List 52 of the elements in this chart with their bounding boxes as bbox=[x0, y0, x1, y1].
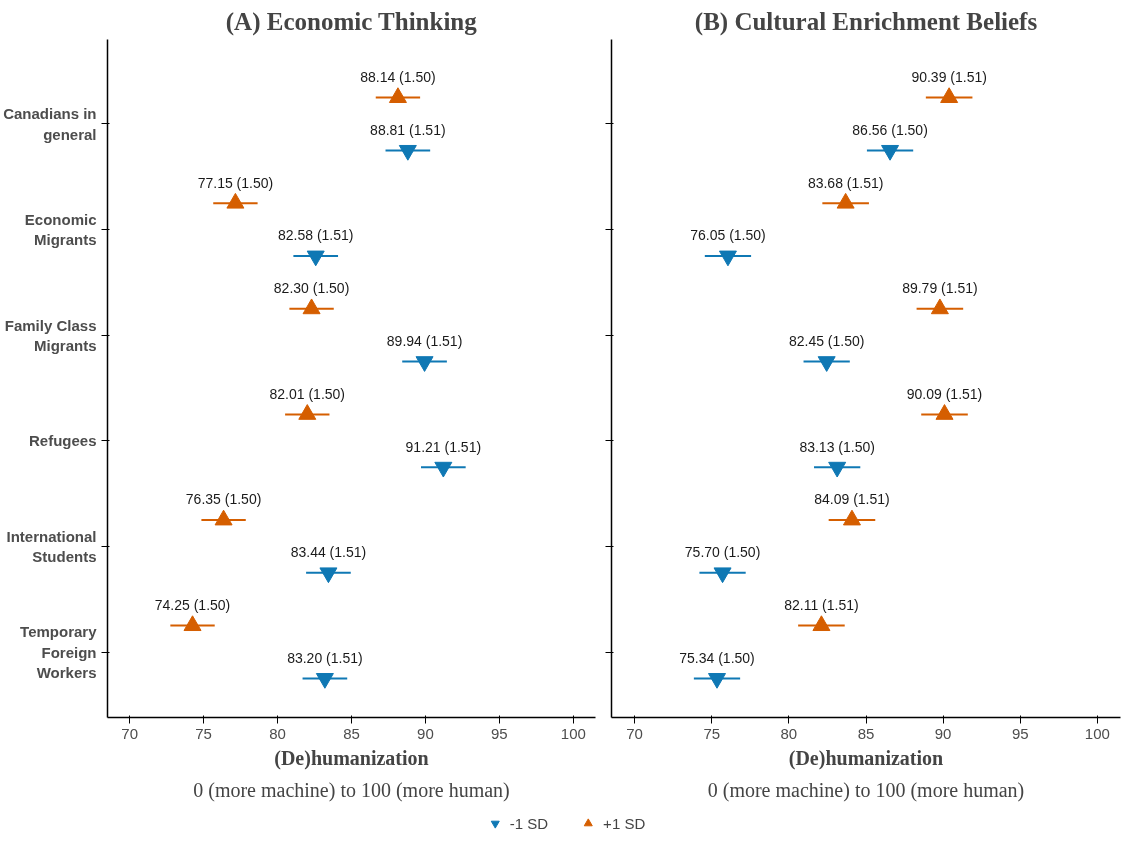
y-tick-label: Family Class Migrants bbox=[4, 316, 97, 354]
data-label: 91.21 (1.51) bbox=[405, 438, 482, 455]
x-tick-label: 90 bbox=[417, 724, 434, 742]
x-tick-label: 70 bbox=[121, 724, 139, 742]
data-label: 83.13 (1.50) bbox=[799, 438, 875, 455]
y-tick-label: Refugees bbox=[28, 432, 97, 450]
x-tick-label: 95 bbox=[1011, 724, 1029, 742]
x-tick-label: 80 bbox=[780, 724, 798, 742]
x-tick-label: 75 bbox=[703, 724, 721, 742]
legend-label: +1 SD bbox=[603, 814, 646, 832]
chart-title: (B) Cultural Enrichment Beliefs bbox=[694, 7, 1038, 36]
data-label: 82.11 (1.51) bbox=[784, 596, 859, 613]
data-label: 88.14 (1.50) bbox=[360, 68, 436, 85]
x-tick-label: 80 bbox=[269, 724, 286, 742]
x-tick-label: 70 bbox=[626, 724, 643, 742]
text: 0 (more machine) to 100 (more human) bbox=[193, 778, 510, 802]
data-label: 82.01 (1.50) bbox=[269, 385, 346, 402]
data-label: 82.30 (1.50) bbox=[273, 280, 350, 297]
data-label: 82.45 (1.50) bbox=[788, 332, 865, 349]
data-label: 88.81 (1.51) bbox=[370, 121, 446, 138]
y-tick-label: Temporary Foreign Workers bbox=[20, 623, 98, 681]
data-label: 83.68 (1.51) bbox=[807, 174, 884, 191]
x-tick-label: 75 bbox=[195, 724, 212, 742]
x-tick-label: 90 bbox=[934, 724, 952, 742]
legend-label: -1 SD bbox=[509, 814, 549, 832]
data-label: 75.34 (1.50) bbox=[679, 649, 755, 666]
data-label: 89.79 (1.51) bbox=[902, 280, 978, 297]
y-tick-label: Canadians in general bbox=[3, 105, 97, 143]
data-label: 74.25 (1.50) bbox=[154, 596, 231, 613]
x-tick-label: 100 bbox=[1084, 724, 1110, 742]
data-label: 76.35 (1.50) bbox=[185, 491, 262, 508]
data-label: 82.58 (1.51) bbox=[277, 227, 354, 244]
data-label: 75.70 (1.50) bbox=[684, 544, 761, 561]
x-tick-label: 85 bbox=[343, 724, 360, 742]
data-label: 83.20 (1.51) bbox=[287, 649, 363, 666]
y-tick-label: International Students bbox=[6, 527, 97, 566]
x-tick-label: 100 bbox=[560, 724, 586, 742]
data-label: 76.05 (1.50) bbox=[690, 227, 766, 244]
data-label: 77.15 (1.50) bbox=[197, 174, 274, 191]
data-label: 84.09 (1.51) bbox=[814, 491, 890, 508]
chart-title: (A) Economic Thinking bbox=[225, 7, 478, 36]
text: 0 (more machine) to 100 (more human) bbox=[707, 778, 1025, 802]
y-tick-label: Economic Migrants bbox=[24, 210, 97, 249]
data-label: 86.56 (1.50) bbox=[852, 121, 928, 138]
x-axis-title: (De)humanization bbox=[274, 746, 429, 770]
x-tick-label: 85 bbox=[857, 724, 875, 742]
data-label: 90.39 (1.51) bbox=[911, 68, 987, 85]
data-label: 89.94 (1.51) bbox=[386, 332, 463, 349]
data-label: 90.09 (1.51) bbox=[906, 385, 983, 402]
x-tick-label: 95 bbox=[491, 724, 508, 742]
x-axis-title: (De)humanization bbox=[788, 746, 944, 770]
data-label: 83.44 (1.51) bbox=[290, 544, 367, 561]
